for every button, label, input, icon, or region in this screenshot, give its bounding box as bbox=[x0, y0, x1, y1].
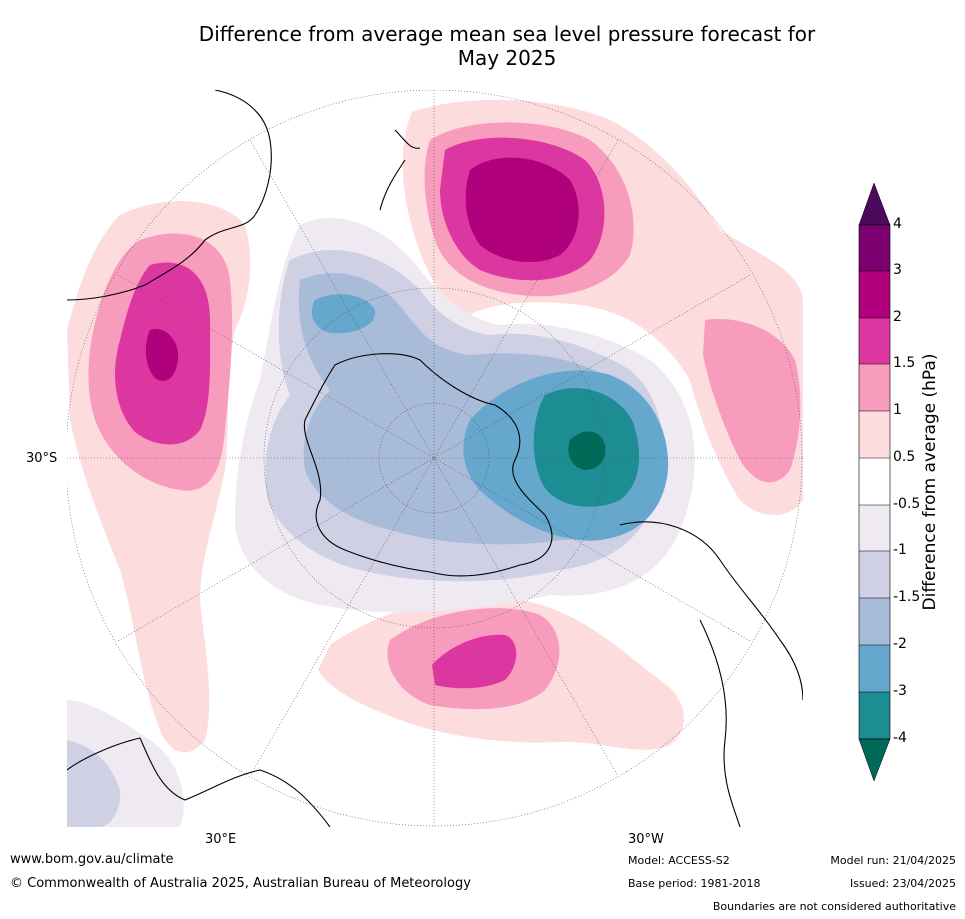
coastlines bbox=[67, 90, 803, 827]
footer-base-period: Base period: 1981-2018 bbox=[628, 877, 761, 890]
colorbar-tick: -1 bbox=[893, 542, 907, 558]
positive-anomaly-nz bbox=[402, 99, 803, 516]
title-line-2: May 2025 bbox=[457, 46, 557, 70]
south-america-coast bbox=[619, 521, 803, 827]
africa-south-coast bbox=[67, 737, 331, 827]
colorbar-tick: 1 bbox=[893, 402, 902, 418]
title-line-1: Difference from average mean sea level p… bbox=[198, 22, 816, 46]
new-zealand-coast bbox=[379, 129, 421, 211]
longitude-label-30w: 30°W bbox=[628, 832, 664, 847]
footer-model: Model: ACCESS-S2 bbox=[628, 854, 730, 867]
australia-coast bbox=[67, 90, 272, 301]
longitude-label-30e: 30°E bbox=[205, 832, 237, 847]
colorbar-title: Difference from average (hPa) bbox=[920, 353, 940, 611]
colorbar-tick: -3 bbox=[893, 683, 907, 699]
colorbar bbox=[858, 182, 891, 782]
colorbar-tick: -2 bbox=[893, 636, 907, 652]
positive-anomaly-africa bbox=[67, 201, 251, 753]
colorbar-tick: -4 bbox=[893, 730, 907, 746]
graticule bbox=[67, 90, 803, 827]
chart-title: Difference from average mean sea level p… bbox=[0, 22, 965, 70]
negative-anomaly-antarctica bbox=[235, 217, 695, 613]
footer-model-run: Model run: 21/04/2025 bbox=[830, 854, 956, 867]
colorbar-tick: 3 bbox=[893, 262, 902, 278]
footer-issued: Issued: 23/04/2025 bbox=[849, 877, 956, 890]
footer-disclaimer: Boundaries are not considered authoritat… bbox=[712, 900, 956, 913]
colorbar-tick: -1.5 bbox=[893, 589, 921, 605]
latitude-label-30s: 30°S bbox=[26, 451, 58, 466]
positive-anomaly-south-atlantic bbox=[318, 597, 684, 750]
colorbar-tick: 0.5 bbox=[893, 449, 916, 465]
colorbar-tick: 1.5 bbox=[893, 355, 916, 371]
colorbar-tick: -0.5 bbox=[893, 496, 921, 512]
antarctica-coast bbox=[303, 353, 553, 577]
footer-url: www.bom.gov.au/climate bbox=[10, 852, 174, 867]
colorbar-tick: 2 bbox=[893, 309, 902, 325]
footer-copyright: © Commonwealth of Australia 2025, Austra… bbox=[10, 876, 471, 891]
colorbar-tick: 4 bbox=[893, 216, 902, 232]
